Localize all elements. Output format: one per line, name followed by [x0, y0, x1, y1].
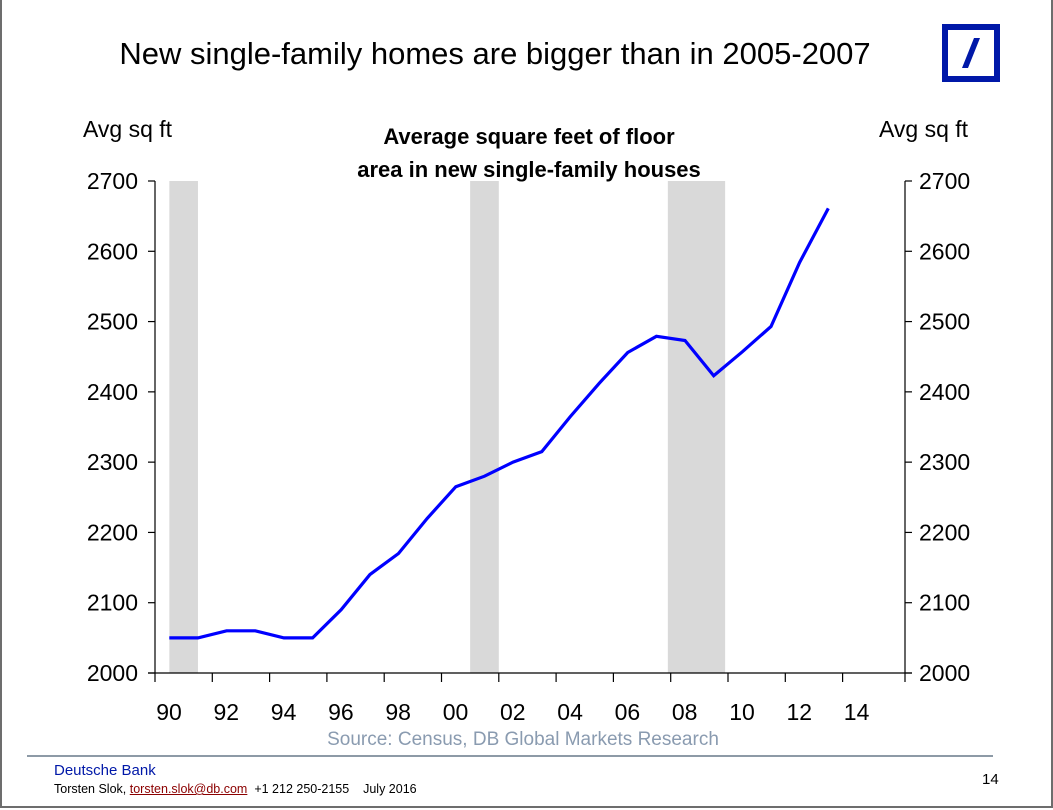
x-tick-label: 10 — [729, 699, 755, 725]
recession-band — [667, 181, 726, 673]
x-tick-label: 14 — [844, 699, 870, 725]
x-tick-label: 06 — [615, 699, 641, 725]
email-link[interactable]: torsten.slok@db.com — [129, 782, 248, 796]
chart-title: Average square feet of floor area in new… — [300, 120, 758, 186]
slide-title: New single-family homes are bigger than … — [119, 36, 871, 71]
recession-band — [470, 181, 499, 673]
x-tick-label: 00 — [443, 699, 469, 725]
series-line — [169, 207, 830, 640]
x-tick-label: 02 — [500, 699, 526, 725]
deutsche-bank-logo-icon — [942, 24, 1000, 82]
x-tick-label: 04 — [557, 699, 583, 725]
y-tick-label-left: 2700 — [87, 168, 138, 194]
x-tick-label: 90 — [156, 699, 182, 725]
y-tick-label-right: 2000 — [919, 660, 970, 686]
y-tick-label-left: 2100 — [87, 590, 138, 616]
report-date: July 2016 — [363, 782, 417, 796]
left-axis-label: Avg sq ft — [83, 116, 173, 142]
y-tick-label-left: 2000 — [87, 660, 138, 686]
y-tick-label-left: 2400 — [87, 379, 138, 405]
x-tick-label: 94 — [271, 699, 297, 725]
recession-band — [169, 181, 198, 673]
y-tick-label-left: 2200 — [87, 519, 138, 545]
source-note: Source: Census, DB Global Markets Resear… — [327, 729, 719, 750]
y-tick-label-left: 2500 — [87, 309, 138, 335]
x-tick-label: 92 — [214, 699, 240, 725]
footer-contact: Torsten Slok, torsten.slok@db.com +1 212… — [54, 782, 417, 796]
y-tick-label-right: 2400 — [919, 379, 970, 405]
x-tick-label: 12 — [787, 699, 813, 725]
footer-divider — [27, 755, 993, 757]
x-tick-label: 08 — [672, 699, 698, 725]
y-tick-label-right: 2700 — [919, 168, 970, 194]
x-tick-label: 96 — [328, 699, 354, 725]
y-tick-label-right: 2200 — [919, 519, 970, 545]
right-axis-label: Avg sq ft — [879, 116, 969, 142]
y-tick-label-left: 2300 — [87, 449, 138, 475]
page-number: 14 — [982, 771, 999, 788]
y-tick-label-right: 2100 — [919, 590, 970, 616]
y-tick-label-right: 2500 — [919, 309, 970, 335]
y-tick-label-right: 2600 — [919, 238, 970, 264]
footer-brand: Deutsche Bank — [54, 762, 156, 779]
chart-title-line-2: area in new single-family houses — [357, 157, 701, 182]
chart-title-line-1: Average square feet of floor — [383, 124, 675, 149]
phone-number: +1 212 250-2155 — [254, 782, 350, 796]
y-tick-label-right: 2300 — [919, 449, 970, 475]
x-tick-label: 98 — [385, 699, 411, 725]
y-tick-label-left: 2600 — [87, 238, 138, 264]
author-name: Torsten Slok, — [54, 782, 127, 796]
